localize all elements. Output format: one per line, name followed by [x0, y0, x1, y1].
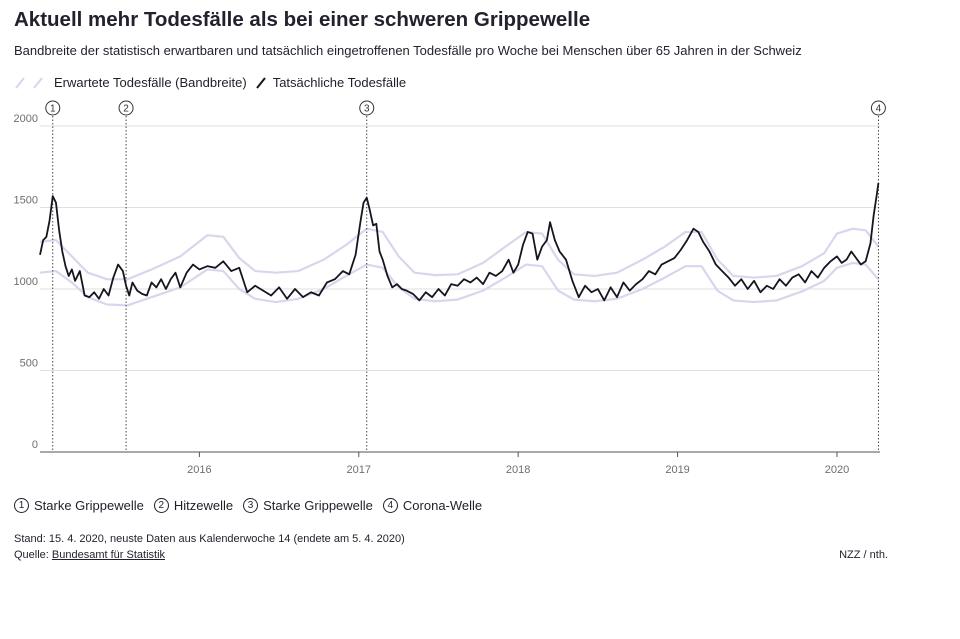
annotation-number: 1 [14, 498, 29, 513]
annotation-marker-number: 2 [123, 104, 129, 115]
annotation-marker-number: 3 [364, 104, 370, 115]
credit: NZZ / nth. [839, 549, 888, 561]
annotation-marker-number: 4 [876, 104, 882, 115]
y-tick-label: 0 [32, 439, 38, 451]
x-tick-label: 2016 [187, 464, 211, 476]
y-tick-label: 2000 [14, 113, 38, 125]
footer-source: Quelle: Bundesamt für Statistik [14, 549, 165, 561]
legend: Erwartete Todesfälle (Bandbreite) Tatsäc… [14, 74, 414, 90]
band-upper-line [39, 227, 880, 281]
annotation-marker [870, 100, 886, 116]
annotation-item: 3 Starke Grippewelle [243, 498, 373, 513]
legend-actual-label: Tatsächliche Todesfälle [272, 74, 407, 90]
annotation-item: 4 Corona-Welle [382, 498, 483, 513]
source-prefix: Quelle: [14, 549, 52, 561]
y-tick-label: 500 [20, 358, 38, 370]
annotation-number: 4 [382, 498, 398, 513]
annotation-legend: 1 Starke Grippewelle 2 Hitzewelle 3 Starke … [14, 498, 492, 513]
annotation-item: 2 Hitzewelle [153, 498, 234, 513]
annotation-label: Corona-Welle [402, 498, 483, 513]
x-tick-label: 2020 [825, 464, 849, 476]
chart-title: Aktuell mehr Todesfälle als bei einer sc… [14, 8, 591, 31]
band-legend-icon [15, 77, 43, 89]
chart-subtitle: Bandbreite der statistisch erwartbaren u… [14, 43, 802, 58]
annotation-label: Starke Grippewelle [263, 498, 373, 513]
annotation-label: Hitzewelle [173, 498, 234, 513]
x-tick-label: 2018 [506, 464, 530, 476]
annotation-marker-number: 1 [50, 104, 56, 115]
line-chart: 0 500 1000 1500 2000 2016 2017 2018 2019 2020 1 2 3 4 [14, 100, 886, 476]
annotation-item: 1 Starke Grippewelle [14, 498, 144, 513]
annotation-marker [118, 100, 134, 116]
x-tick-label: 2019 [665, 464, 689, 476]
footer-stand: Stand: 15. 4. 2020, neuste Daten aus Kal… [14, 533, 405, 545]
legend-expected-label: Erwartete Todesfälle (Bandbreite) [54, 74, 247, 90]
actual-series-line [39, 182, 880, 302]
annotation-number: 3 [243, 498, 259, 513]
annotation-marker [45, 100, 61, 116]
source-link[interactable]: Bundesamt für Statistik [51, 549, 166, 561]
y-tick-label: 1500 [14, 195, 38, 207]
annotation-marker [359, 100, 375, 116]
annotation-number: 2 [153, 498, 169, 513]
band-lower-line [39, 261, 880, 307]
x-tick-label: 2017 [347, 464, 371, 476]
actual-legend-icon [255, 77, 266, 89]
y-tick-label: 1000 [14, 276, 38, 288]
annotation-label: Starke Grippewelle [34, 498, 144, 513]
